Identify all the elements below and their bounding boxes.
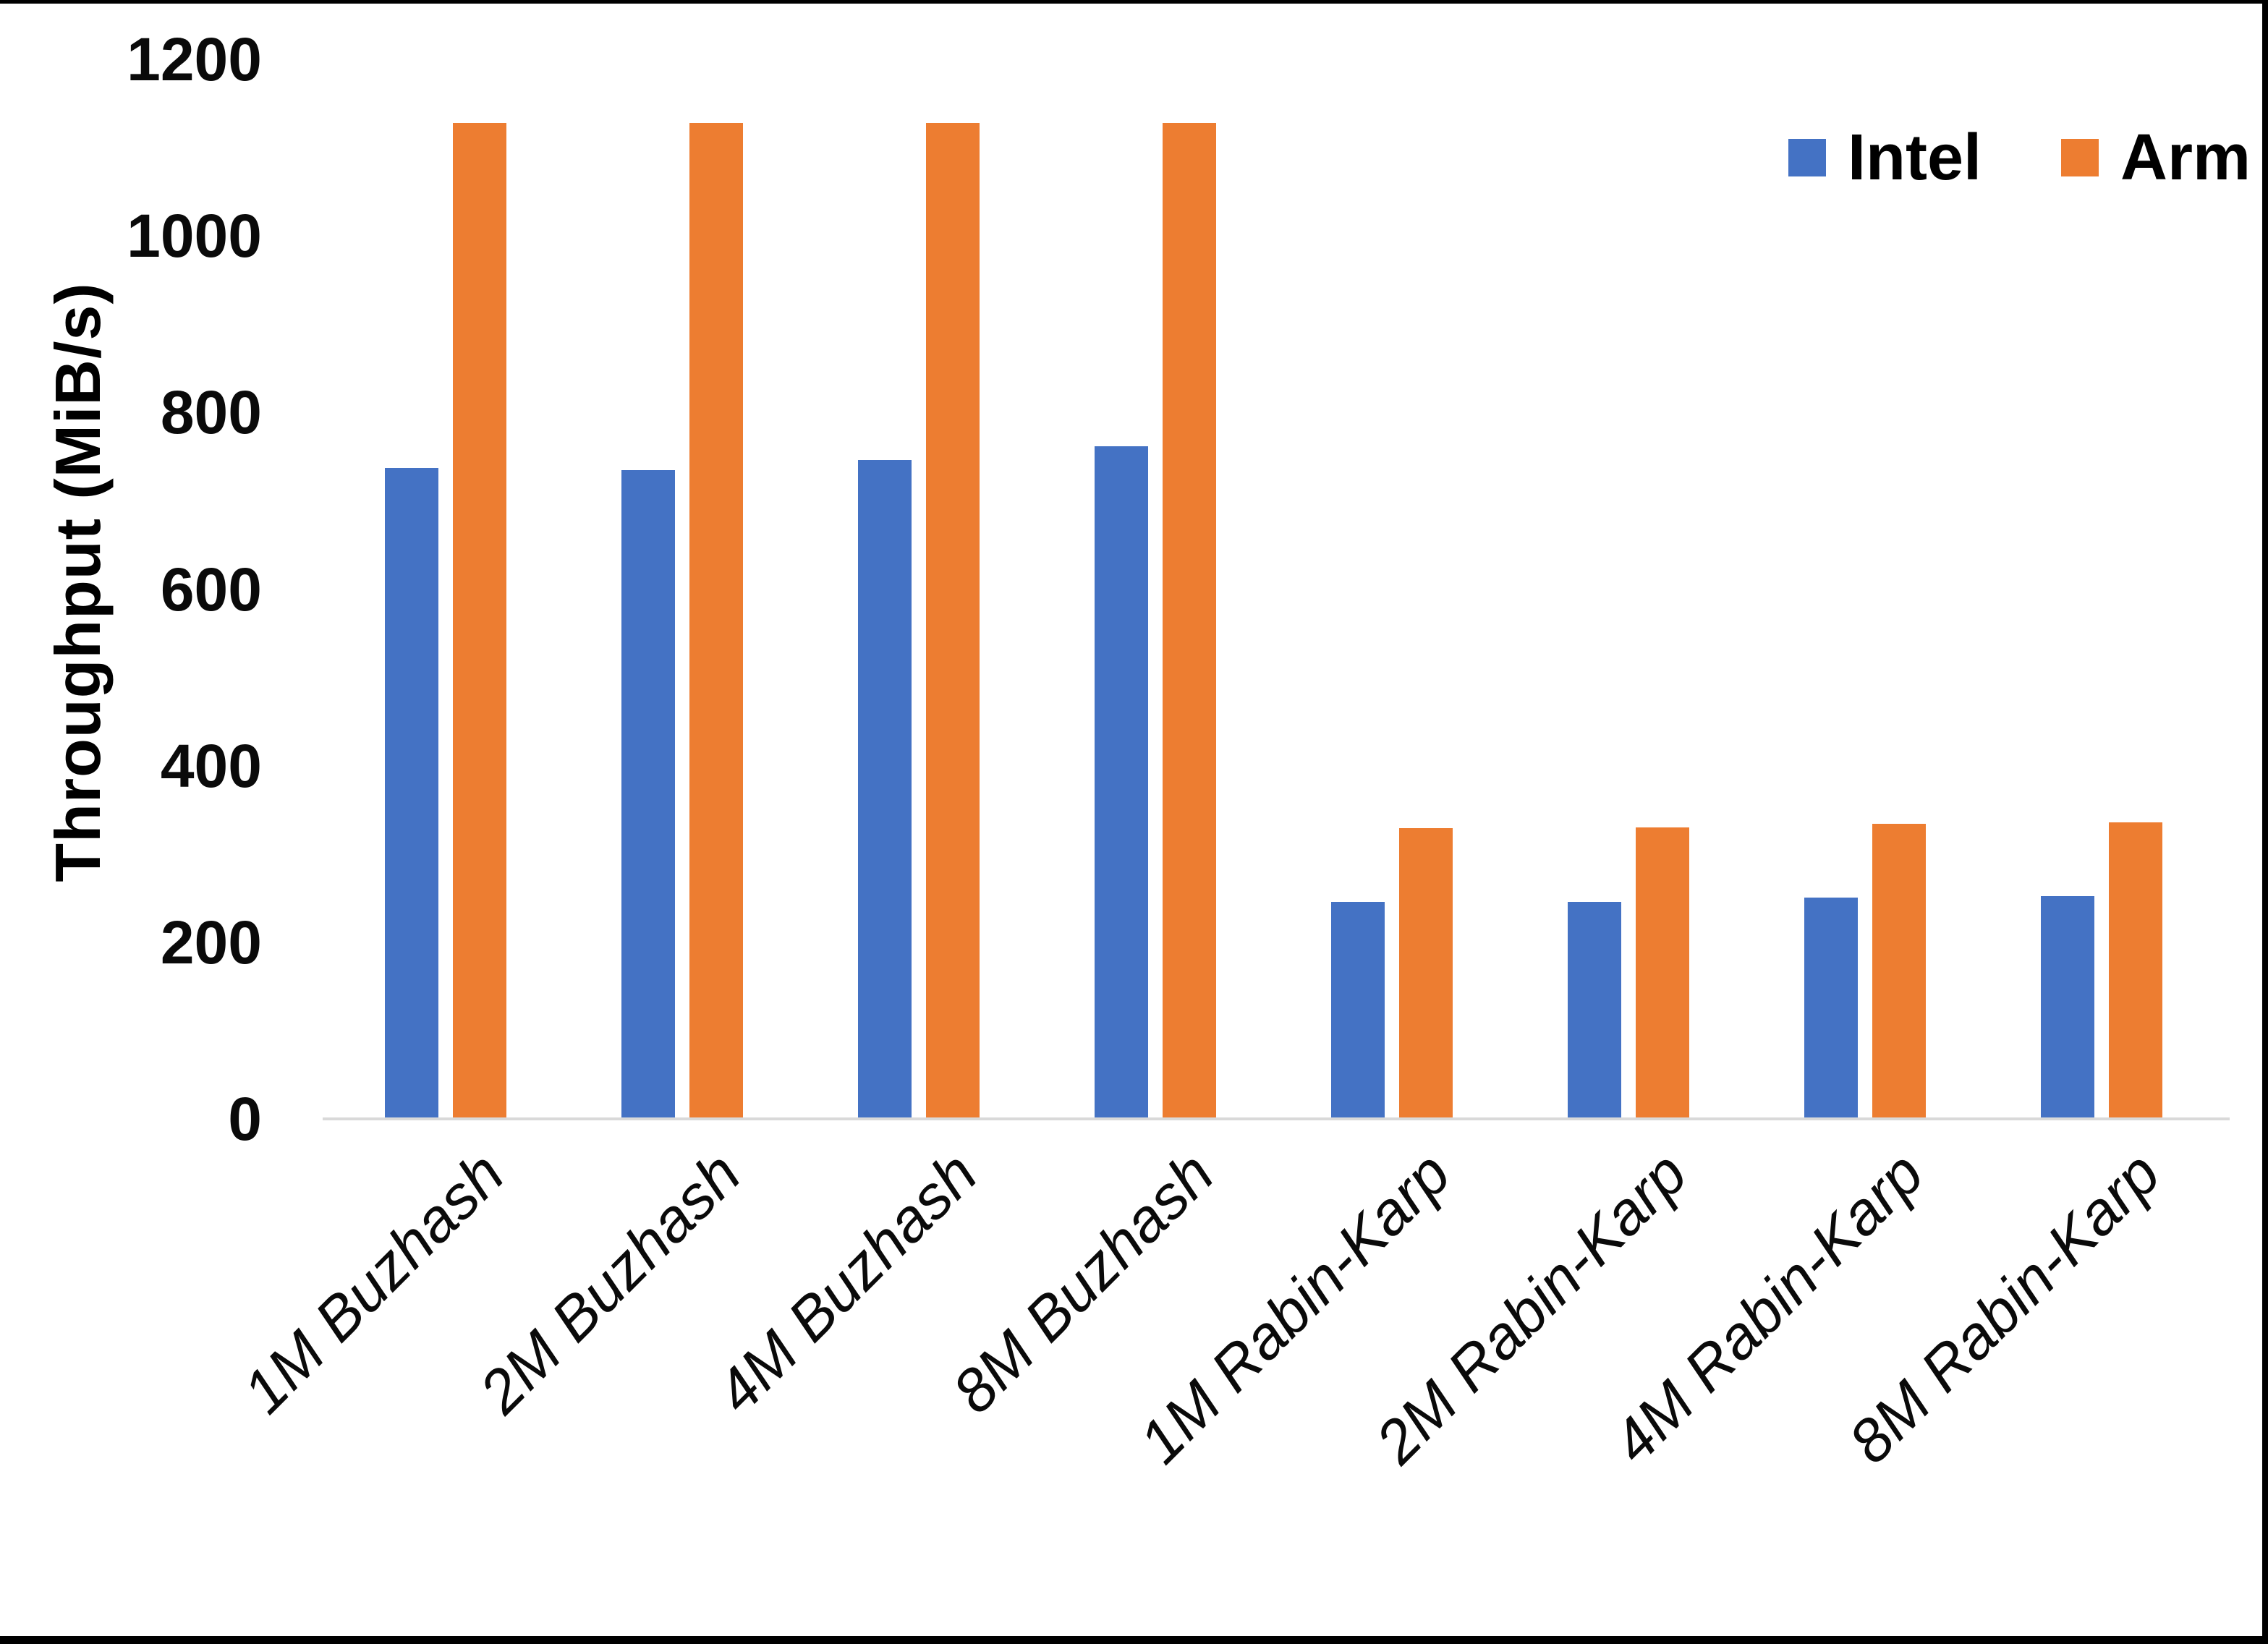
bar-arm-4m-rabin-karp [1872, 824, 1926, 1119]
legend-item-arm: Arm [2061, 125, 2251, 190]
plot-area [323, 59, 2230, 1120]
bar-group-1m-rabin-karp [1273, 59, 1510, 1119]
y-tick-1000: 1000 [127, 202, 262, 271]
bar-group-4m-buzhash [800, 59, 1037, 1119]
bar-arm-1m-rabin-karp [1398, 828, 1453, 1119]
legend-label-intel: Intel [1848, 122, 1982, 194]
bar-arm-2m-buzhash [689, 122, 743, 1119]
bar-intel-2m-buzhash [621, 469, 675, 1119]
bar-intel-8m-buzhash [1094, 446, 1148, 1119]
bar-intel-1m-rabin-karp [1330, 901, 1385, 1119]
bar-group-2m-rabin-karp [1510, 59, 1746, 1119]
legend: Intel Arm [1788, 125, 2251, 190]
x-axis-labels: 1M Buzhash 2M Buzhash 4M Buzhash 8M Buzhash… [0, 4, 2262, 1636]
y-tick-0: 0 [228, 1085, 262, 1153]
bar-arm-2m-rabin-karp [1635, 827, 1689, 1119]
bar-group-8m-buzhash [1037, 59, 1273, 1119]
legend-label-arm: Arm [2120, 122, 2251, 194]
y-tick-800: 800 [160, 378, 262, 447]
bar-group-4m-rabin-karp [1746, 59, 1983, 1119]
bar-intel-8m-rabin-karp [2040, 896, 2094, 1119]
y-tick-1200: 1200 [127, 25, 262, 93]
legend-swatch-arm [2061, 139, 2099, 176]
bar-intel-1m-buzhash [384, 468, 438, 1119]
bar-group-8m-rabin-karp [1983, 59, 2220, 1119]
y-tick-400: 400 [160, 731, 262, 800]
bar-intel-2m-rabin-karp [1567, 901, 1621, 1119]
bar-arm-1m-buzhash [452, 122, 506, 1119]
bar-arm-8m-rabin-karp [2108, 822, 2162, 1119]
bar-group-1m-buzhash [327, 59, 564, 1119]
x-axis-line [323, 1117, 2230, 1120]
y-tick-600: 600 [160, 555, 262, 623]
bar-intel-4m-buzhash [857, 460, 912, 1119]
bars-container [327, 59, 2220, 1119]
bar-group-2m-buzhash [564, 59, 800, 1119]
y-tick-200: 200 [160, 908, 262, 976]
bar-intel-4m-rabin-karp [1804, 897, 1858, 1119]
legend-swatch-intel [1788, 139, 1826, 176]
bar-arm-8m-buzhash [1162, 122, 1216, 1119]
y-axis-tick-labels: 0 200 400 600 800 1000 1200 [0, 29, 275, 1149]
legend-item-intel: Intel [1788, 125, 1982, 190]
bar-arm-4m-buzhash [925, 122, 980, 1119]
